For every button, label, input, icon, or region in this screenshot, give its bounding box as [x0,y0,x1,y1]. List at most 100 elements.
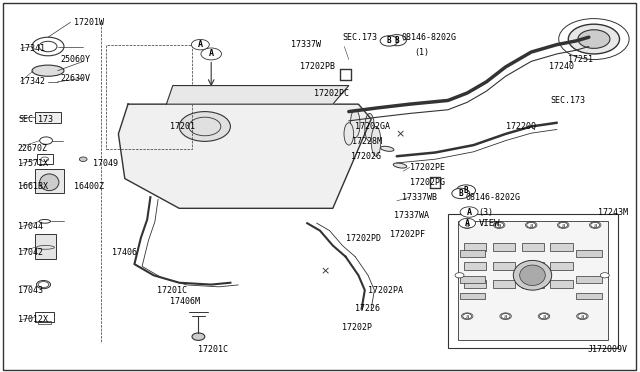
Circle shape [38,282,49,288]
Circle shape [568,24,620,54]
Text: 08146-8202G: 08146-8202G [466,193,521,202]
Bar [35,312,54,322]
Bar [37,154,53,164]
Ellipse shape [364,131,378,137]
Text: J172009V: J172009V [588,345,627,354]
Bar [576,293,602,299]
Bar [458,221,608,340]
Text: 17337W: 17337W [291,40,321,49]
Bar [576,276,602,283]
Text: a: a [504,314,508,319]
Circle shape [591,222,600,228]
Text: A: A [209,49,214,58]
Text: 17043: 17043 [18,286,43,295]
Text: 17012X: 17012X [18,315,48,324]
Text: B: B [458,189,463,198]
Bar [550,280,573,288]
Text: ×: × [396,129,405,139]
Circle shape [527,222,536,228]
Circle shape [578,30,610,48]
Bar [106,45,192,149]
Text: 17044: 17044 [18,222,43,231]
Bar [460,276,485,283]
Circle shape [600,273,609,278]
Text: 22670Z: 22670Z [18,144,48,153]
Text: 17202PC: 17202PC [314,89,349,97]
Text: 17202P: 17202P [342,323,372,332]
Text: a: a [561,222,565,228]
Bar [464,243,486,251]
Bar [38,321,51,324]
Text: 1661BX: 1661BX [18,182,48,190]
Text: 25060Y: 25060Y [61,55,91,64]
Text: B: B [394,36,399,45]
Text: 17406M: 17406M [170,297,200,306]
Circle shape [463,222,472,228]
Text: a: a [529,222,533,228]
Text: SEC.173: SEC.173 [550,96,586,105]
Ellipse shape [36,280,51,289]
Ellipse shape [344,123,354,145]
Text: A: A [465,219,470,228]
Circle shape [559,222,568,228]
Text: a: a [542,314,546,319]
Circle shape [191,39,209,50]
Text: 17226: 17226 [355,304,380,313]
Text: 17337WB: 17337WB [402,193,437,202]
Bar [35,234,56,259]
Circle shape [455,273,464,278]
Text: 17202G: 17202G [351,152,381,161]
Bar [460,293,485,299]
Bar [35,112,61,123]
Text: (3): (3) [479,208,493,217]
Ellipse shape [371,126,381,156]
Circle shape [456,185,476,196]
Circle shape [380,36,398,46]
Bar [522,243,544,251]
Bar [493,262,515,270]
Circle shape [459,218,476,228]
Text: 16400Z: 16400Z [74,182,104,190]
Text: a: a [465,314,469,319]
Ellipse shape [32,65,64,76]
Text: a: a [465,222,469,228]
Circle shape [201,48,221,60]
Text: 17240: 17240 [549,62,574,71]
Text: 17341: 17341 [20,44,45,53]
Bar [550,243,573,251]
Ellipse shape [520,265,545,286]
Bar [448,214,618,348]
Text: SEC.173: SEC.173 [342,33,378,42]
Circle shape [501,314,510,319]
Text: a: a [593,222,597,228]
Circle shape [179,112,230,141]
Bar [493,280,515,288]
Text: 17049: 17049 [93,159,118,168]
Text: 17243M: 17243M [598,208,628,217]
Ellipse shape [351,110,360,138]
Text: 17571X: 17571X [18,159,48,168]
Circle shape [578,314,587,319]
Text: 17342: 17342 [20,77,45,86]
Text: a: a [497,222,501,228]
Text: 17201: 17201 [170,122,195,131]
Bar [550,262,573,270]
Text: 17042: 17042 [18,248,43,257]
Bar [35,169,64,193]
Text: A: A [467,208,472,217]
Bar [460,250,485,257]
Circle shape [452,188,470,199]
Ellipse shape [365,113,374,141]
Text: 17202GA: 17202GA [355,122,390,131]
Circle shape [460,207,478,217]
Text: SEC.173: SEC.173 [18,115,53,124]
Text: 17201W: 17201W [74,18,104,27]
Text: A: A [198,40,203,49]
Text: VIEW: VIEW [479,219,500,228]
Text: B: B [463,186,468,195]
Text: a: a [580,314,584,319]
Bar [576,250,602,257]
Circle shape [192,333,205,340]
Circle shape [463,314,472,319]
Text: 17202PA: 17202PA [368,286,403,295]
